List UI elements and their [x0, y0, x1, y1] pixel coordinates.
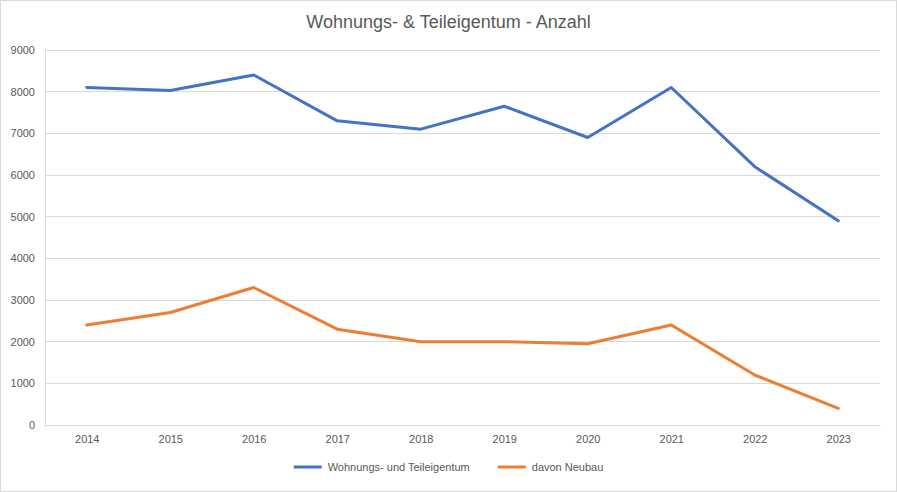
y-tick: 6000: [11, 169, 45, 181]
x-tick-label: 2020: [576, 433, 600, 445]
legend-item: davon Neubau: [498, 461, 604, 473]
title: Wohnungs- & Teileigentum - Anzahl: [306, 12, 591, 32]
legend-label: Wohnungs- und Teileigentum: [328, 461, 470, 473]
x-tick-label: 2023: [827, 433, 851, 445]
y-axis: 0 1000 2000 3000 4000 5000 6000 7000 8000 9000: [11, 44, 46, 431]
x-tick-label: 2016: [242, 433, 266, 445]
x-tick-label: 2017: [326, 433, 350, 445]
series-line: [87, 288, 839, 409]
grid-line: [45, 133, 880, 134]
x-tick: 2020: [576, 425, 600, 445]
grid-line: [45, 383, 880, 384]
x-tick: 2016: [242, 425, 266, 445]
x-tick: 2019: [493, 425, 517, 445]
y-tick: 7000: [11, 127, 45, 139]
chart: Wohnungs- & Teileigentum - Anzahl 0 1000 20…: [0, 0, 897, 492]
grid-line: [45, 175, 880, 176]
legend-swatch: [498, 466, 526, 469]
series-line: [87, 75, 839, 221]
y-tick-label: 2000: [11, 336, 35, 348]
x-tick-label: 2022: [743, 433, 767, 445]
x-tick: 2017: [326, 425, 350, 445]
x-tick: 2022: [743, 425, 767, 445]
y-tick: 1000: [11, 377, 45, 389]
y-tick-label: 8000: [11, 86, 35, 98]
y-tick: 3000: [11, 294, 45, 306]
x-axis-line: [46, 425, 881, 426]
y-tick-label: 4000: [11, 252, 35, 264]
y-tick: 4000: [11, 252, 45, 264]
x-tick-label: 2014: [75, 433, 99, 445]
series-group: [87, 75, 839, 408]
y-tick-label: 9000: [11, 44, 35, 56]
grid-line: [45, 50, 880, 51]
x-tick-label: 2019: [493, 433, 517, 445]
x-tick: 2021: [660, 425, 684, 445]
y-tick: 0: [29, 419, 45, 431]
plot: 0 1000 2000 3000 4000 5000 6000 7000 8000 9000 201…: [11, 44, 881, 445]
y-tick: 5000: [11, 211, 45, 223]
x-tick-label: 2018: [409, 433, 433, 445]
grid-line: [45, 258, 880, 259]
x-tick-label: 2015: [159, 433, 183, 445]
legend-label: davon Neubau: [532, 461, 604, 473]
x-tick: 2015: [159, 425, 183, 445]
grid: [45, 50, 880, 425]
y-tick: 8000: [11, 86, 45, 98]
legend: Wohnungs- und Teileigentum davon Neubau: [294, 461, 604, 473]
chart-border: [1, 1, 897, 492]
grid-line: [45, 216, 880, 217]
x-tick: 2014: [75, 425, 99, 445]
y-tick-label: 0: [29, 419, 35, 431]
y-tick-label: 7000: [11, 127, 35, 139]
y-tick-label: 3000: [11, 294, 35, 306]
x-axis: 2014 2015 2016 2017 2018 2019 2020 2021 2022 2023: [46, 425, 881, 445]
x-tick: 2023: [827, 425, 851, 445]
legend-swatch: [294, 466, 322, 469]
grid-line: [45, 425, 880, 426]
y-tick: 2000: [11, 336, 45, 348]
grid-line: [45, 300, 880, 301]
x-tick: 2018: [409, 425, 433, 445]
legend-item: Wohnungs- und Teileigentum: [294, 461, 470, 473]
x-tick-label: 2021: [660, 433, 684, 445]
y-tick-label: 1000: [11, 377, 35, 389]
y-tick-label: 6000: [11, 169, 35, 181]
y-axis-line: [45, 51, 46, 426]
y-tick: 9000: [11, 44, 45, 56]
y-tick-label: 5000: [11, 211, 35, 223]
